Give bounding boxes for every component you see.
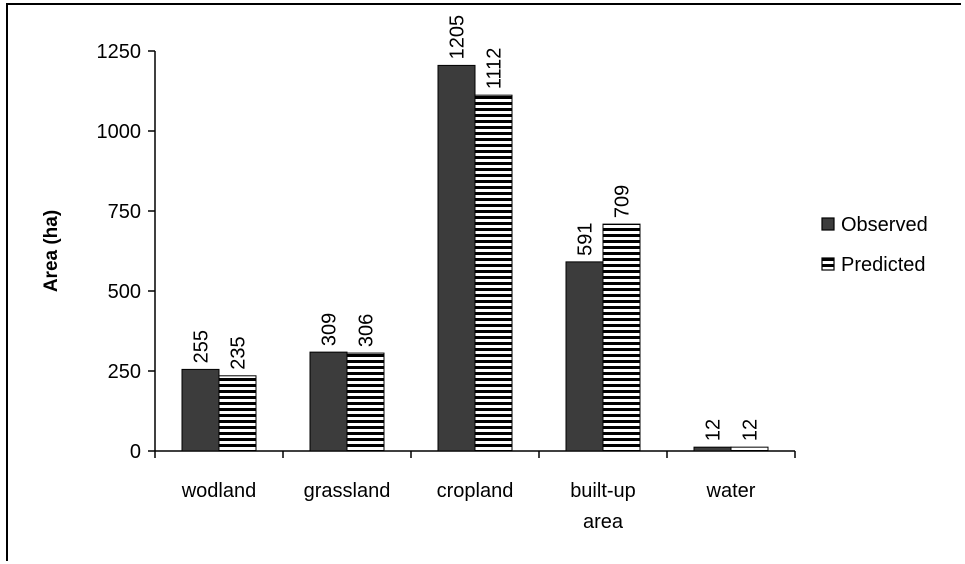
bar-predicted-grassland [346,352,385,452]
legend-swatch-observed [821,217,835,231]
data-label: 1205 [447,15,469,60]
x-category-label: cropland [437,480,514,502]
bar-predicted-cropland [474,94,513,452]
x-category-label: built-up [570,480,636,502]
axes: 0 250 500 750 1000 1250 Area (ha) [41,41,796,463]
bar-observed-water [693,446,732,452]
legend: Observed Predicted [821,214,928,276]
bar-predicted-wodland [218,375,257,452]
y-tick-label: 1250 [97,41,142,63]
legend-label-observed: Observed [841,214,928,236]
bar-observed-cropland [437,64,476,452]
x-category-label: wodland [181,480,257,502]
x-category-label: water [706,480,756,502]
y-tick-label: 1000 [97,121,142,143]
data-label: 591 [575,223,597,256]
data-label: 12 [740,419,762,441]
bar-observed-wodland [181,368,220,452]
data-label: 309 [319,313,341,346]
chart-frame [6,3,961,561]
y-tick-label: 0 [130,441,141,463]
data-label: 235 [228,336,250,369]
bar-observed-built-up-area [565,261,604,452]
bar-predicted-built-up-area [602,223,641,452]
data-label: 12 [703,419,725,441]
y-tick-label: 500 [108,281,141,303]
labels: 255 235 wodland 309 306 grassland 1205 1112 crop… [181,15,762,533]
y-tick-label: 250 [108,361,141,383]
y-tick-label: 750 [108,201,141,223]
x-category-label: grassland [304,480,391,502]
x-category-label: area [583,511,624,533]
data-label: 1112 [484,48,506,90]
data-label: 306 [356,314,378,347]
data-label: 255 [191,330,213,363]
data-label: 709 [612,185,634,218]
bars [181,64,769,452]
bar-observed-grassland [309,351,348,452]
legend-swatch-predicted [821,257,835,271]
legend-label-predicted: Predicted [841,254,926,276]
y-axis-title: Area (ha) [41,210,62,292]
bar-predicted-water [730,446,769,452]
